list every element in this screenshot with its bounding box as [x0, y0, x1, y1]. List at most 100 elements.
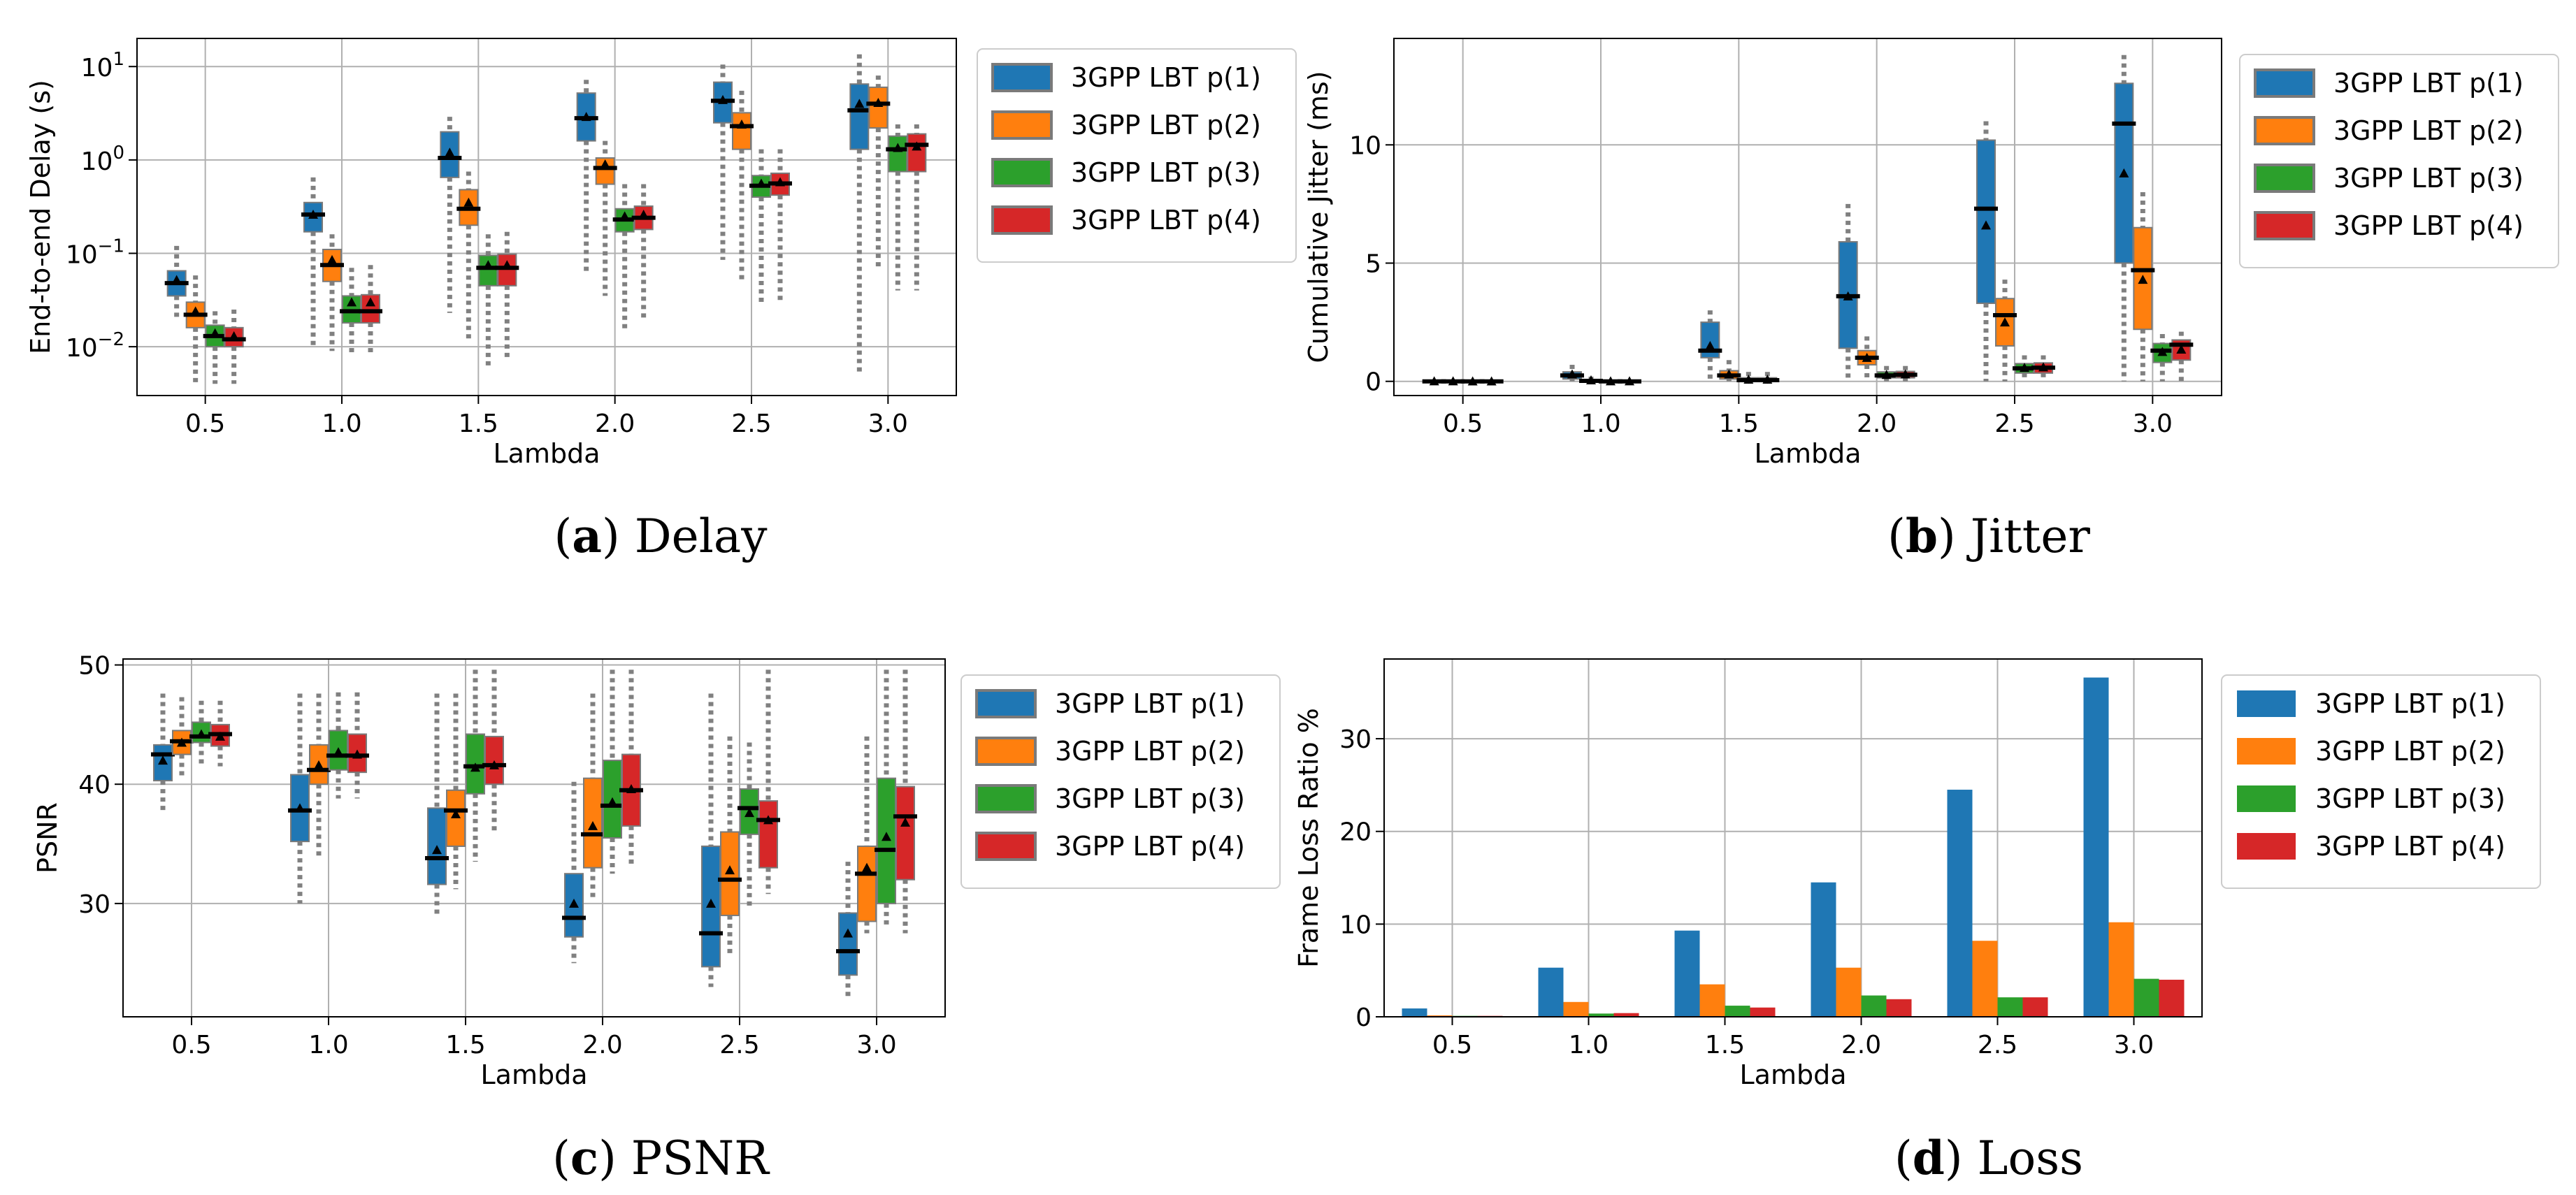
box-4-1.0: [1618, 376, 1641, 386]
box-body: [478, 254, 498, 287]
bar-2-2.0: [1836, 967, 1862, 1017]
y-tick-label: 0: [1355, 1004, 1372, 1032]
box-1-3.0: [836, 862, 860, 999]
mean-marker: [1625, 376, 1634, 386]
legend-swatch: [975, 832, 1037, 861]
mean-marker: [912, 141, 922, 151]
mean-marker: [347, 297, 357, 307]
captions: (a) Delay (b) Jitter (c) PSNR (d) Loss: [552, 509, 2090, 1185]
caption-c-letter: c: [570, 1131, 598, 1185]
box-1-1.0: [301, 177, 325, 347]
legend-swatch: [2254, 116, 2315, 145]
caption-a-text: Delay: [635, 509, 768, 563]
mean-marker: [1567, 369, 1577, 379]
y-tick-label: 50: [78, 652, 110, 681]
legend-label: 3GPP LBT p(2): [2315, 736, 2505, 767]
mean-marker: [2176, 345, 2187, 354]
x-tick-label: 2.5: [719, 1031, 759, 1059]
box-body: [868, 86, 888, 129]
box-2-2.5: [718, 736, 742, 957]
x-tick-label: 0.5: [1432, 1031, 1472, 1059]
mean-marker: [308, 210, 318, 219]
y-tick-base: 10: [66, 334, 98, 363]
bar-4-1.5: [1750, 1007, 1776, 1017]
legend-swatch: [991, 158, 1053, 187]
mean-marker: [1900, 369, 1911, 379]
y-axis-label: PSNR: [32, 802, 63, 874]
box-1-1.5: [425, 693, 449, 918]
y-axis-label: End-to-end Delay (s): [25, 80, 56, 354]
x-tick-label: 3.0: [868, 410, 908, 438]
box-1-2.0: [562, 781, 586, 964]
legend-label: 3GPP LBT p(1): [1055, 688, 1245, 719]
y-tick-label: 10−1: [66, 236, 124, 269]
mean-marker: [463, 197, 474, 207]
box-2-0.5: [170, 697, 194, 778]
y-axis-label: Frame Loss Ratio %: [1293, 708, 1324, 968]
x-tick-label: 1.0: [322, 410, 361, 438]
x-tick-label: 2.0: [582, 1031, 622, 1059]
mean-marker: [210, 328, 220, 338]
mean-marker: [451, 809, 461, 818]
x-tick-label: 1.5: [459, 410, 498, 438]
box-2-2.0: [1855, 336, 1879, 382]
mean-marker: [706, 898, 716, 908]
mean-marker: [2138, 275, 2148, 284]
y-tick-exponent: 1: [113, 49, 124, 70]
legend-label: 3GPP LBT p(2): [2333, 115, 2524, 146]
bar-1-3.0: [2083, 677, 2109, 1017]
mean-marker: [763, 815, 773, 825]
mean-marker: [718, 94, 728, 104]
mean-marker: [607, 797, 617, 806]
box-1-1.0: [288, 693, 312, 904]
box-1-1.0: [1560, 365, 1584, 382]
bar-3-1.5: [1725, 1006, 1750, 1017]
mean-marker: [314, 760, 324, 769]
box-2-2.0: [593, 140, 617, 296]
box-1-1.5: [1698, 310, 1722, 382]
mean-marker: [327, 254, 337, 264]
box-2-2.0: [581, 693, 605, 898]
box-3-2.5: [737, 742, 761, 910]
legend: 3GPP LBT p(1) 3GPP LBT p(2) 3GPP LBT p(3) 3…: [977, 48, 1297, 263]
mean-marker: [893, 143, 903, 152]
x-tick-label: 2.5: [1978, 1031, 2017, 1059]
mean-marker: [1743, 374, 1754, 384]
box-body: [758, 800, 778, 869]
caption-c-text: PSNR: [631, 1131, 770, 1185]
box-4-2.5: [768, 149, 792, 303]
x-tick-label: 1.0: [1569, 1031, 1609, 1059]
box-4-3.0: [2169, 331, 2194, 382]
mean-marker: [725, 865, 735, 875]
box-4-1.0: [359, 265, 382, 356]
plot-frame: [136, 38, 957, 396]
mean-marker: [1467, 376, 1478, 386]
x-axis-label: Lambda: [1739, 1059, 1846, 1090]
mean-marker: [775, 177, 785, 187]
bar-1-1.5: [1674, 930, 1700, 1017]
mean-marker: [619, 211, 630, 221]
mean-marker: [2038, 362, 2048, 372]
x-axis-label: Lambda: [493, 438, 600, 469]
legend-swatch: [2254, 68, 2315, 98]
y-tick-base: 10: [81, 54, 113, 82]
y-tick-exponent: 0: [113, 143, 124, 164]
bar-2-1.0: [1563, 1001, 1589, 1017]
mean-marker: [873, 97, 884, 107]
legend-swatch: [991, 63, 1053, 92]
box-3-2.0: [1874, 365, 1899, 382]
mean-marker: [569, 898, 579, 908]
box-1-2.0: [1836, 203, 1860, 382]
y-tick-label: 10: [1349, 131, 1381, 160]
mean-marker: [2020, 363, 2029, 372]
box-body: [895, 785, 915, 881]
bar-4-2.0: [1886, 999, 1912, 1017]
box-2-2.5: [730, 90, 754, 282]
bar-3-2.0: [1861, 995, 1887, 1017]
legend-swatch: [991, 110, 1053, 140]
legend: 3GPP LBT p(1) 3GPP LBT p(2) 3GPP LBT p(3) 3…: [960, 674, 1281, 889]
box-2-3.0: [2131, 191, 2155, 382]
box-3-1.5: [463, 669, 487, 862]
mean-marker: [1881, 370, 1892, 379]
